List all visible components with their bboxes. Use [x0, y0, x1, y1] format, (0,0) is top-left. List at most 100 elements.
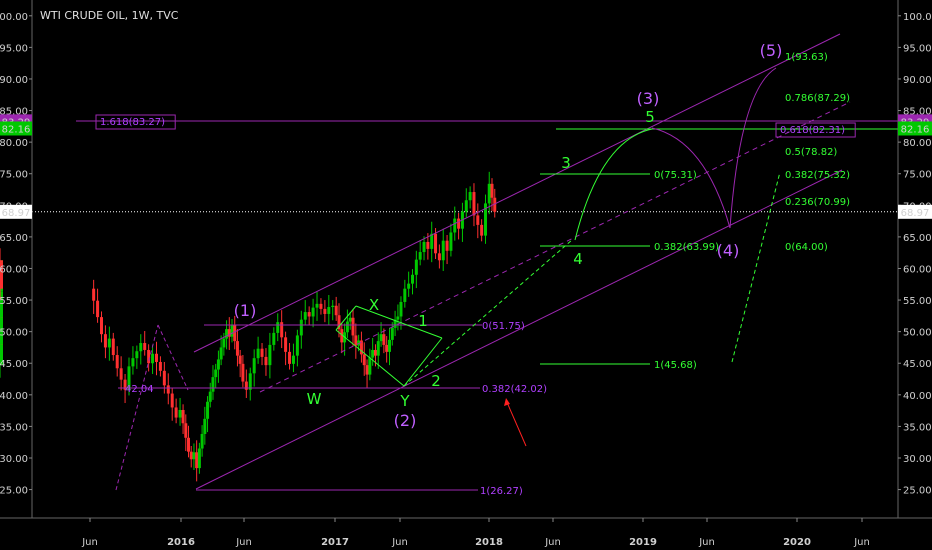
candle-body [468, 192, 472, 201]
candle-body [280, 322, 284, 338]
candle-body [216, 359, 220, 370]
candle-body [241, 363, 245, 382]
candle-body [227, 329, 231, 337]
y-tick-label-left: 60.00 [0, 264, 28, 275]
candle-body [139, 343, 143, 352]
y-tick-label-right: 90.00 [903, 75, 932, 86]
candle-body [0, 262, 3, 273]
y-tick-label-left: 85.00 [0, 107, 28, 118]
candle-body [195, 452, 199, 469]
candle-body [407, 283, 411, 289]
wave-green-leg-b [335, 329, 405, 387]
candle-body [187, 437, 191, 452]
candle-body [174, 407, 178, 418]
candle-body [445, 240, 449, 251]
candle-body [219, 347, 223, 360]
candle-body [441, 240, 445, 261]
y-tick-label-right: 85.00 [903, 107, 932, 118]
candle-body [362, 354, 366, 366]
fib-level-label: 0.786(87.29) [785, 93, 850, 104]
candle-body [365, 365, 369, 375]
y-tick-label-left: 55.00 [0, 296, 28, 307]
candle-body [393, 319, 397, 328]
wave-label: (4) [717, 241, 740, 260]
candle-body [268, 344, 272, 366]
candle-body [154, 353, 158, 362]
wave-label: 4 [573, 250, 583, 268]
y-tick-label-right: 55.00 [903, 296, 932, 307]
candle-body [131, 358, 135, 367]
wave-purple-arc-up [729, 67, 777, 229]
candle-body [0, 317, 3, 345]
red-arrow-head [504, 398, 510, 406]
candle-body [203, 418, 207, 434]
candle-body [96, 300, 100, 318]
candle-body [158, 361, 162, 371]
wave-label: W [307, 390, 322, 408]
candle-body [327, 307, 331, 314]
candle-body [170, 393, 174, 408]
candle-body [422, 241, 426, 253]
candle-body [449, 232, 453, 251]
candle-body [206, 401, 210, 419]
candle-body [135, 351, 139, 359]
wave-green-leg-c [355, 305, 443, 339]
wave-label: (2) [394, 411, 417, 430]
candle-body [107, 338, 111, 348]
candle-body [382, 334, 386, 345]
y-tick-label-right: 35.00 [903, 422, 932, 433]
candle-body [151, 353, 155, 364]
y-tick-label-left: 75.00 [0, 170, 28, 181]
y-tick-label-right: 100.00 [903, 12, 932, 23]
candle-body [426, 241, 430, 249]
price-tag-right [898, 204, 932, 219]
y-tick-label-left: 90.00 [0, 75, 28, 86]
y-tick-label-left: 30.00 [0, 454, 28, 465]
wave-label: 5 [645, 108, 655, 126]
candle-body [418, 252, 422, 260]
candle-body [457, 218, 461, 229]
candle-body [348, 317, 352, 322]
y-tick-label-right: 40.00 [903, 391, 932, 402]
price-tag-label-right: 82.16 [901, 124, 930, 135]
fib-level-label: 0.382(75.32) [785, 170, 850, 181]
wave-overlay: 1.618(83.27) 1(93.63) 0.786(87.29) 0.618(82… [76, 33, 932, 497]
candle-body [345, 321, 349, 333]
price-tag-label-left: 82.16 [2, 124, 31, 135]
y-tick-label-left: 100.00 [0, 12, 28, 23]
candle-body [410, 274, 414, 284]
chart-title: WTI CRUDE OIL, 1W, TVC [40, 9, 179, 22]
candle-body [385, 344, 389, 352]
wave-label: (1) [234, 301, 257, 320]
y-tick-label-left: 35.00 [0, 422, 28, 433]
candle-body [354, 335, 358, 346]
candle-body [340, 329, 344, 343]
wave-green-arc [574, 128, 653, 241]
fib-label-box [95, 114, 176, 130]
y-tick-label-left: 40.00 [0, 391, 28, 402]
channel-mid-dashed-line [259, 101, 851, 393]
candle-body [238, 355, 242, 364]
candle-body [295, 335, 299, 356]
candle-body [214, 369, 218, 378]
fib-level-label: 0(75.31) [654, 170, 697, 181]
candle-body [162, 370, 166, 386]
candle-body [244, 381, 248, 390]
y-tick-label-right: 80.00 [903, 138, 932, 149]
y-tick-label-right: 60.00 [903, 264, 932, 275]
candle-body [260, 348, 264, 357]
candle-body [211, 377, 215, 392]
candle-body [337, 315, 341, 330]
price-tag-left [0, 121, 32, 136]
wave-green-leg-d [403, 337, 443, 387]
candle-body [387, 339, 391, 352]
price-tag-left [0, 204, 32, 219]
wave-label: 3 [561, 154, 571, 172]
candle-body [437, 253, 441, 261]
candle-body [480, 224, 484, 236]
candle-body [123, 379, 127, 390]
candle-body [376, 341, 380, 356]
